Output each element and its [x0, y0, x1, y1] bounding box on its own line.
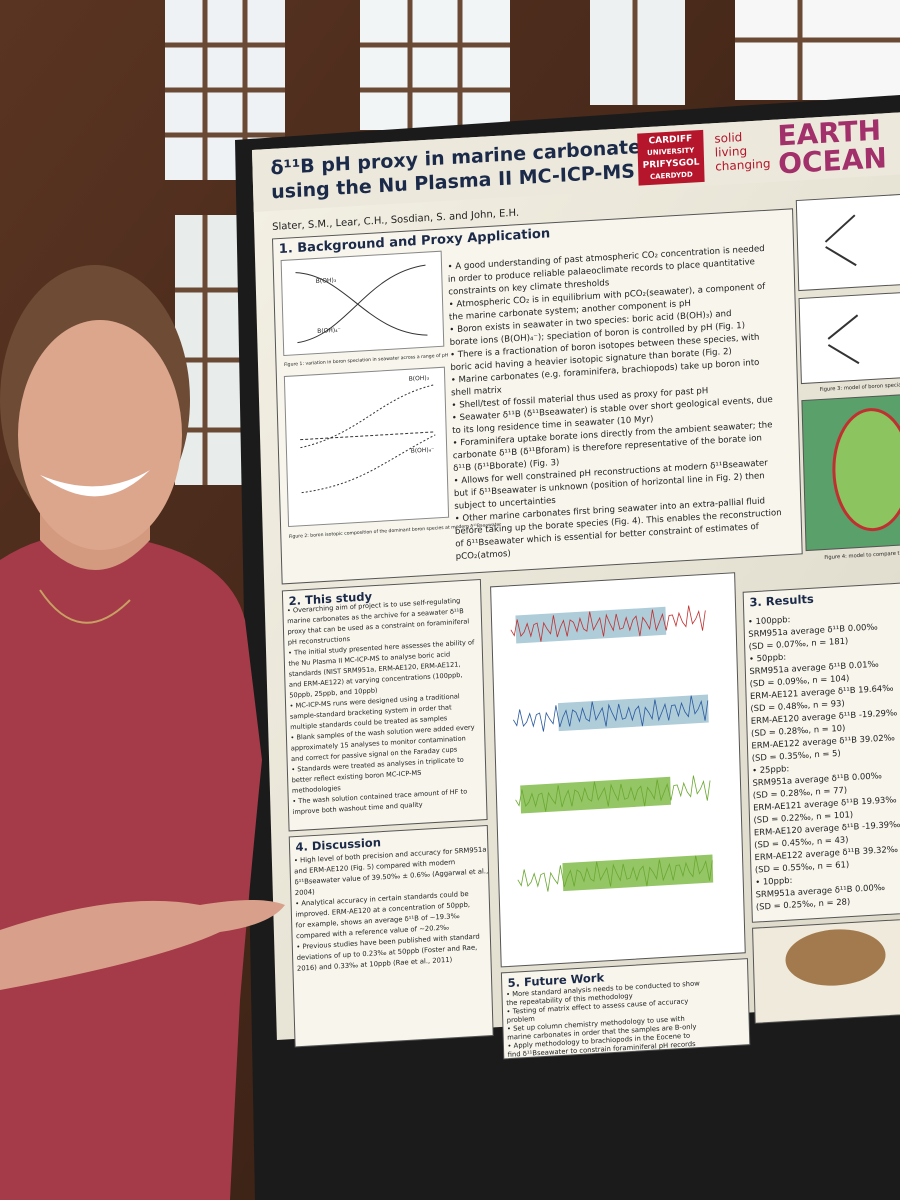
section-box	[500, 958, 751, 1060]
figure-curve	[300, 431, 436, 441]
person	[0, 265, 285, 1200]
university-logo	[637, 129, 705, 186]
section-heading: 3. Results	[749, 592, 814, 610]
section-text: methodologies	[292, 784, 342, 795]
tagline: living	[715, 144, 748, 160]
poster: δ¹¹B pH proxy in marine carbonatesusing …	[252, 111, 900, 1060]
figure-curve	[300, 384, 436, 494]
header-band	[252, 111, 900, 212]
section-text: • 100ppb:	[748, 614, 791, 626]
school-name: EARTH	[777, 114, 882, 153]
sample-photo	[785, 929, 886, 986]
figure-block	[557, 694, 709, 732]
section-text: shell matrix	[451, 385, 502, 398]
section-text: • 10ppb:	[755, 875, 792, 887]
figure-trace	[510, 605, 706, 642]
tagline: solid	[714, 130, 742, 146]
tagline: changing	[715, 157, 771, 174]
section-box	[742, 582, 900, 923]
figure-frame	[798, 291, 900, 385]
figure-label: B(OH)₄⁻	[411, 446, 435, 454]
windows	[165, 0, 900, 485]
figure-frame	[795, 193, 900, 292]
figure-frame	[280, 250, 445, 357]
figure-frame	[283, 366, 450, 528]
section-heading: 4. Discussion	[295, 835, 381, 854]
section-text: pCO₂(atmos)	[456, 549, 511, 562]
section-text: • 50ppb:	[749, 652, 786, 664]
university-logo-text: PRIFYSGOL	[643, 158, 700, 171]
section-heading: 2. This study	[288, 589, 372, 608]
section-box	[288, 824, 494, 1048]
university-logo-text: CAERDYDD	[650, 171, 693, 181]
figure-label: B(OH)₄⁻	[317, 327, 341, 335]
section-text: 2004)	[295, 888, 316, 897]
section-box	[281, 578, 488, 832]
figure-block	[562, 854, 714, 892]
figure-arrows	[824, 214, 860, 365]
university-logo-text: UNIVERSITY	[647, 146, 695, 157]
figure-trace	[517, 855, 713, 892]
figure-trace	[515, 775, 711, 812]
section-heading: 5. Future Work	[508, 970, 605, 990]
university-logo-text: CARDIFF	[648, 134, 692, 147]
figure-shape	[832, 408, 900, 532]
section-text: pH reconstructions	[288, 635, 351, 647]
figure-label: B(OH)₃	[409, 375, 430, 383]
section-text: problem	[507, 1015, 536, 1025]
section-text: • 25ppb:	[752, 763, 789, 775]
school-name: OCEAN	[778, 141, 887, 180]
figure-trace	[513, 695, 709, 732]
figure-label: B(OH)₃	[316, 277, 337, 285]
figure-curve	[295, 264, 428, 344]
figure-caption: Figure 3: model of boron speciation	[820, 382, 900, 393]
